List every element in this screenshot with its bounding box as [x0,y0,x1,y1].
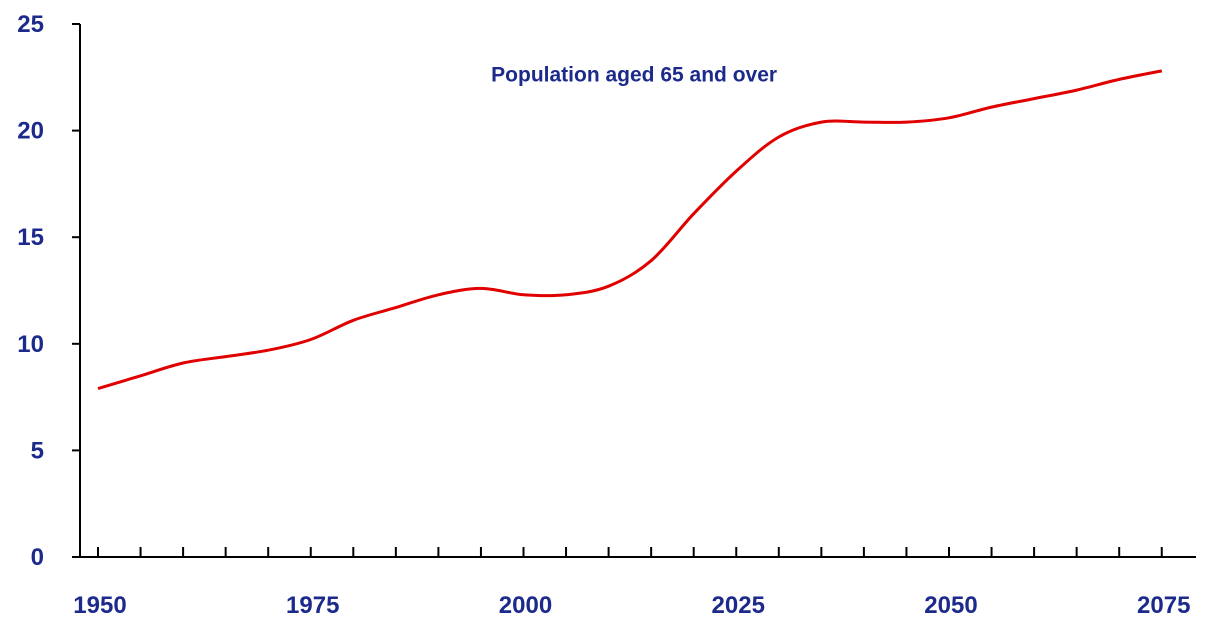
y-tick-label: 5 [31,437,44,464]
y-tick-label: 25 [17,11,44,38]
x-tick-label: 2050 [924,592,977,616]
y-tick-label: 0 [31,544,44,571]
x-tick-label: 2075 [1137,592,1190,616]
x-tick-label: 1950 [73,592,126,616]
x-tick-label: 1975 [286,592,339,616]
y-axis-ticks: 0 5 10 15 20 25 [17,11,80,571]
y-tick-label: 15 [17,224,44,251]
x-tick-label: 2025 [712,592,765,616]
y-tick-label: 10 [17,331,44,358]
y-tick-label: 20 [17,118,44,145]
series-layer [98,71,1162,389]
x-tick-label: 2000 [499,592,552,616]
series-line [98,71,1162,389]
chart-annotation: Population aged 65 and over [491,64,777,87]
